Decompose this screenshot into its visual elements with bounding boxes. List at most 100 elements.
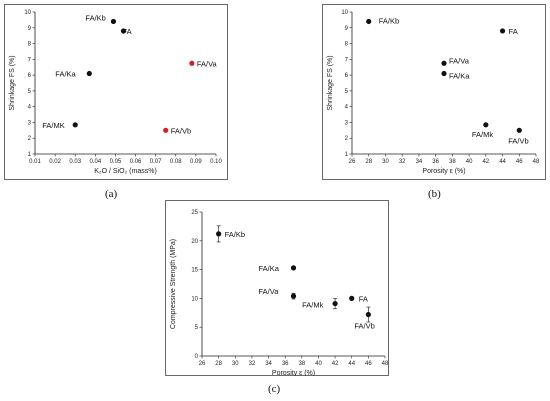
chart-a: 0.01 0.02 0.03 0.04 0.05 0.06 0.07 0.08 0.09 0.10… — [4, 4, 228, 180]
x-tick-label: 46 — [516, 159, 523, 165]
point-label: FA/Va — [259, 287, 280, 296]
data-point — [332, 300, 338, 307]
point-label: FA/Va — [449, 56, 470, 65]
y-tick-label: 7 — [345, 57, 349, 63]
x-tick-label: 36 — [282, 361, 289, 367]
data-point — [110, 18, 117, 25]
x-axis-label: K₂O / SiO₂ (mass%) — [94, 168, 157, 175]
point-label: FA/MK — [42, 121, 65, 130]
data-point — [349, 295, 355, 301]
chart-frame — [322, 4, 546, 180]
y-tick-label: 6 — [28, 73, 32, 79]
data-point — [120, 28, 127, 34]
point-label: FA — [509, 27, 518, 36]
x-tick-label: 40 — [466, 159, 473, 165]
x-tick-label: 0.02 — [49, 159, 61, 165]
data-point — [366, 18, 372, 25]
x-tick-label: 0.10 — [210, 159, 222, 165]
point-label: FA/Vb — [354, 322, 374, 331]
point-label: FA/Va — [197, 59, 218, 68]
x-tick-label: 38 — [449, 159, 456, 165]
y-tick-label: 1 — [28, 152, 32, 158]
x-tick-label: 42 — [332, 361, 339, 367]
x-tick-label: 34 — [265, 361, 272, 367]
y-tick-label: 9 — [28, 26, 32, 32]
data-point — [441, 60, 447, 66]
data-point — [290, 293, 297, 299]
x-tick-label: 26 — [199, 361, 206, 367]
data-point — [483, 122, 489, 128]
y-axis-label: Shrinkage FS (%) — [327, 55, 334, 110]
x-axis-label: Porosity ε (%) — [422, 168, 465, 175]
data-point — [365, 311, 371, 318]
x-tick-label: 48 — [533, 159, 540, 165]
x-tick-label: 40 — [315, 361, 322, 367]
chart-c: 26 28 30 32 34 36 38 40 42 44 46 48 0 5 10 15 20 25 Porosi… — [165, 200, 389, 376]
y-tick-label: 2 — [345, 136, 349, 142]
x-tick-label: 0.04 — [89, 159, 101, 165]
x-tick-label: 0.03 — [69, 159, 81, 165]
y-tick-label: 1 — [345, 152, 349, 158]
y-tick-label: 3 — [28, 120, 32, 126]
point-label: FA/Vb — [508, 136, 528, 145]
chart-frame — [4, 4, 228, 180]
y-tick-label: 15 — [191, 268, 198, 274]
x-tick-label: 26 — [349, 159, 356, 165]
y-tick-label: 8 — [345, 42, 349, 48]
x-tick-label: 42 — [482, 159, 489, 165]
y-tick-label: 10 — [24, 10, 31, 16]
chart-frame — [165, 200, 389, 376]
data-point — [86, 70, 92, 77]
x-tick-label: 46 — [365, 361, 372, 367]
y-tick-label: 4 — [345, 105, 349, 111]
point-label: FA/Ka — [55, 70, 76, 79]
panel-label-a: (a) — [105, 188, 118, 200]
x-tick-label: 32 — [399, 159, 406, 165]
x-tick-label: 28 — [215, 361, 222, 367]
data-point — [189, 60, 195, 66]
x-tick-label: 0.09 — [190, 159, 202, 165]
data-point — [72, 122, 78, 128]
point-label: FA/Vb — [171, 126, 191, 135]
panel-label-b: (b) — [428, 188, 441, 200]
y-tick-label: 25 — [191, 210, 198, 216]
point-label: FA — [359, 294, 368, 303]
x-tick-label: 32 — [249, 361, 256, 367]
data-point — [499, 28, 506, 34]
x-tick-label: 38 — [298, 361, 305, 367]
y-tick-label: 2 — [28, 136, 32, 142]
x-tick-label: 0.08 — [170, 159, 182, 165]
point-label: FA/Kb — [85, 13, 105, 22]
y-tick-label: 20 — [191, 239, 198, 245]
x-tick-label: 34 — [416, 159, 423, 165]
y-tick-label: 0 — [195, 354, 199, 360]
x-tick-label: 36 — [432, 159, 439, 165]
point-label: FA/Kb — [379, 16, 399, 25]
y-tick-label: 10 — [191, 296, 198, 302]
x-axis-label: Porosity ε (%) — [272, 370, 315, 376]
data-point — [441, 70, 447, 77]
y-tick-label: 5 — [28, 89, 32, 95]
panel-label-c: (c) — [268, 383, 281, 395]
x-tick-label: 28 — [365, 159, 372, 165]
x-tick-label: 30 — [232, 361, 239, 367]
y-tick-label: 4 — [28, 105, 32, 111]
point-label: FA — [122, 27, 131, 36]
chart-b: 26 28 30 32 34 36 38 40 42 44 46 4812345678910Poros… — [322, 4, 546, 180]
point-label: FA/Mk — [302, 301, 324, 310]
x-tick-label: 48 — [382, 361, 389, 367]
x-tick-label: 44 — [499, 159, 506, 165]
x-tick-label: 0.01 — [29, 159, 41, 165]
point-label: FA/Ka — [259, 264, 280, 273]
data-point — [290, 265, 297, 271]
point-label: FA/Ka — [449, 72, 470, 81]
y-tick-label: 10 — [341, 10, 348, 16]
point-label: FA/Kb — [225, 230, 245, 239]
y-tick-label: 9 — [345, 26, 349, 32]
x-tick-label: 0.06 — [130, 159, 142, 165]
y-axis-label: Shrinkage FS (%) — [9, 55, 16, 110]
x-tick-label: 0.07 — [150, 159, 162, 165]
x-tick-label: 30 — [382, 159, 389, 165]
x-tick-label: 0.05 — [110, 159, 122, 165]
data-point — [163, 127, 169, 133]
